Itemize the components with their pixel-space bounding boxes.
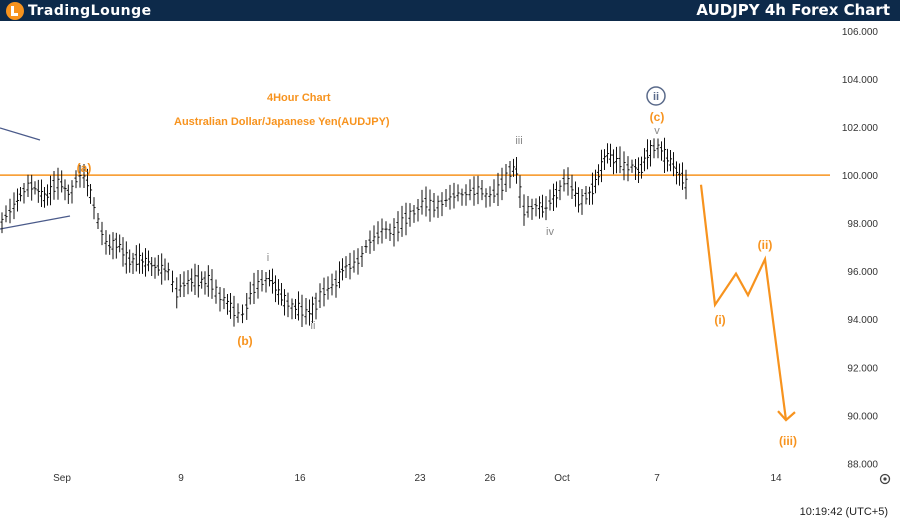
trendline-lower	[0, 215, 71, 230]
wave-label-minute-v: v	[654, 125, 660, 137]
wave-label-minute-iii: iii	[515, 135, 522, 147]
x-tick-label: 26	[484, 473, 496, 484]
wave-label-minute-i: i	[267, 252, 269, 264]
projection-path	[699, 184, 788, 421]
y-tick-label: 98.000	[847, 219, 878, 230]
wave-label-minute-iv: iv	[546, 226, 554, 238]
projection-arrowhead	[777, 410, 796, 422]
trendline-upper	[0, 127, 41, 141]
x-tick-label: 7	[654, 473, 660, 484]
header-bar: TradingLounge AUDJPY 4h Forex Chart	[0, 0, 900, 21]
clock-readout: 10:19:42 (UTC+5)	[799, 506, 888, 518]
circled-wave-ring	[646, 86, 666, 106]
y-tick-label: 100.000	[842, 171, 879, 182]
price-chart[interactable]: (a)(b)(c)iiiiiiivv(i)(ii)(iii)ii106.0001…	[0, 21, 900, 522]
y-tick-label: 92.000	[847, 363, 878, 374]
settings-gear-icon[interactable]	[879, 473, 891, 485]
wave-label-circled-ii: ii	[653, 91, 659, 103]
wave-label-minor-a: (a)	[77, 161, 92, 175]
subtitle-timeframe: 4Hour Chart	[267, 92, 331, 104]
y-tick-label: 88.000	[847, 459, 878, 470]
wave-label-minute-ii: ii	[311, 320, 316, 332]
x-tick-label: 9	[178, 473, 184, 484]
subtitle-instrument: Australian Dollar/Japanese Yen(AUDJPY)	[174, 116, 390, 128]
x-tick-label: 14	[770, 473, 782, 484]
wave-label-proj-iii: (iii)	[779, 434, 797, 448]
y-tick-label: 102.000	[842, 123, 879, 134]
tradinglounge-logo[interactable]: TradingLounge	[6, 1, 152, 20]
chart-title: AUDJPY 4h Forex Chart	[696, 1, 890, 19]
x-tick-label: 16	[294, 473, 306, 484]
wave-label-minor-c: (c)	[650, 110, 665, 124]
y-tick-label: 96.000	[847, 267, 878, 278]
logo-mark-icon	[6, 1, 24, 20]
y-tick-label: 106.000	[842, 27, 879, 38]
x-tick-label: 23	[414, 473, 426, 484]
x-tick-label: Oct	[554, 473, 570, 484]
y-tick-label: 90.000	[847, 411, 878, 422]
y-tick-label: 94.000	[847, 315, 878, 326]
wave-label-proj-ii: (ii)	[758, 238, 773, 252]
y-tick-label: 104.000	[842, 75, 879, 86]
x-tick-label: Sep	[53, 473, 71, 484]
wave-label-proj-i: (i)	[714, 313, 725, 327]
wave-label-minor-b: (b)	[237, 334, 252, 348]
logo-text: TradingLounge	[28, 2, 152, 19]
